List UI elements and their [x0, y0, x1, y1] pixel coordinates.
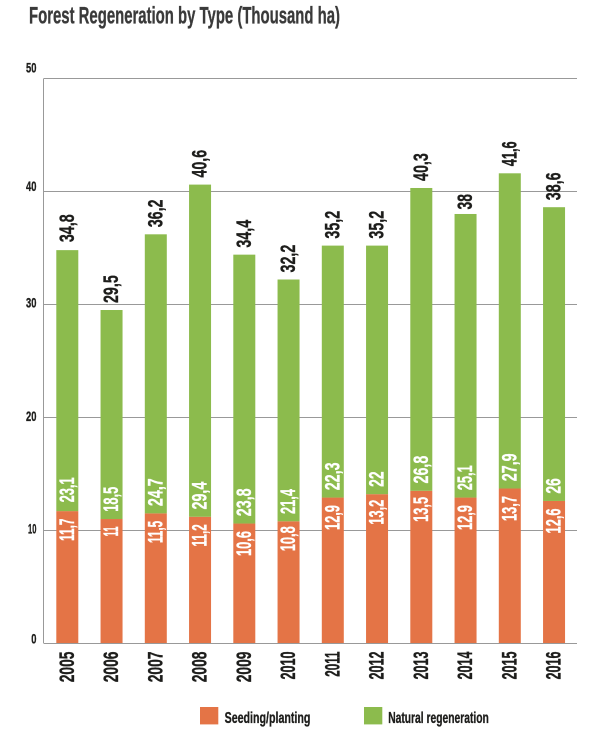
svg-text:13,7: 13,7: [497, 496, 521, 521]
svg-text:35,2: 35,2: [320, 211, 344, 239]
svg-text:23,1: 23,1: [55, 477, 79, 502]
svg-text:40,3: 40,3: [409, 153, 433, 181]
svg-text:24,7: 24,7: [143, 478, 167, 506]
svg-text:29,5: 29,5: [99, 275, 123, 303]
svg-text:10: 10: [28, 521, 36, 536]
svg-text:2010: 2010: [276, 652, 300, 680]
svg-text:2015: 2015: [497, 651, 521, 679]
svg-text:26,8: 26,8: [409, 456, 433, 484]
svg-text:13,5: 13,5: [409, 497, 433, 522]
svg-text:12,9: 12,9: [320, 505, 344, 530]
svg-text:40,6: 40,6: [188, 150, 212, 178]
svg-text:38: 38: [453, 194, 477, 209]
svg-text:2012: 2012: [365, 652, 389, 680]
svg-text:Seeding/planting: Seeding/planting: [225, 710, 311, 727]
svg-text:23,8: 23,8: [232, 488, 256, 516]
svg-text:40: 40: [26, 179, 36, 194]
svg-text:2008: 2008: [188, 651, 212, 682]
svg-text:Forest Regeneration by Type (T: Forest Regeneration by Type (Thousand ha…: [29, 2, 340, 29]
svg-text:34,8: 34,8: [55, 214, 79, 242]
svg-text:10,6: 10,6: [232, 531, 256, 556]
svg-text:20: 20: [26, 409, 36, 424]
svg-text:34,4: 34,4: [232, 220, 256, 248]
svg-text:30: 30: [26, 295, 36, 310]
svg-text:27,9: 27,9: [497, 453, 521, 481]
svg-text:10,8: 10,8: [276, 526, 300, 551]
svg-text:22,3: 22,3: [320, 462, 344, 490]
svg-text:12,6: 12,6: [542, 508, 566, 533]
svg-text:12,9: 12,9: [453, 505, 477, 530]
svg-text:50: 50: [26, 61, 36, 76]
svg-text:2016: 2016: [542, 651, 566, 679]
svg-text:38,6: 38,6: [542, 172, 566, 200]
svg-text:22: 22: [365, 471, 389, 486]
svg-text:Natural regeneration: Natural regeneration: [388, 710, 489, 727]
svg-text:11: 11: [99, 526, 123, 536]
svg-text:29,4: 29,4: [188, 482, 212, 510]
svg-text:2007: 2007: [143, 652, 167, 683]
svg-text:11,2: 11,2: [188, 524, 212, 546]
svg-text:13,2: 13,2: [365, 500, 389, 525]
svg-text:35,2: 35,2: [365, 211, 389, 239]
svg-text:26: 26: [542, 478, 566, 493]
svg-text:11,7: 11,7: [55, 519, 79, 541]
svg-text:25,1: 25,1: [453, 465, 477, 490]
svg-text:2009: 2009: [232, 651, 256, 682]
svg-text:36,2: 36,2: [143, 200, 167, 228]
svg-text:2013: 2013: [409, 651, 433, 679]
svg-text:2006: 2006: [99, 651, 123, 682]
svg-text:2005: 2005: [55, 651, 79, 682]
svg-text:0: 0: [31, 632, 36, 647]
svg-text:18,5: 18,5: [99, 487, 123, 512]
svg-text:21,4: 21,4: [276, 489, 300, 514]
svg-text:32,2: 32,2: [276, 245, 300, 273]
svg-text:41,6: 41,6: [497, 141, 521, 166]
svg-text:11,5: 11,5: [143, 521, 167, 543]
svg-text:2011: 2011: [320, 651, 344, 676]
svg-text:2014: 2014: [453, 651, 477, 679]
